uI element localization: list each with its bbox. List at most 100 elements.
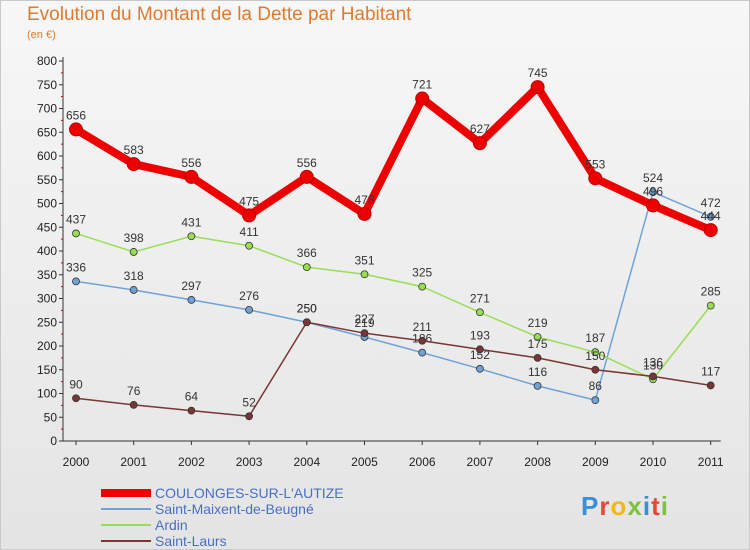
data-point	[530, 80, 545, 95]
data-point	[302, 318, 311, 327]
y-tick-label: 150	[37, 363, 57, 377]
x-tick-label: 2002	[178, 455, 205, 469]
y-tick-label: 450	[37, 220, 57, 234]
proxiti-logo: Proxiti	[581, 491, 669, 522]
data-label: 90	[69, 377, 83, 391]
data-point	[475, 345, 484, 354]
data-label: 219	[528, 316, 548, 330]
y-tick-label: 400	[37, 244, 57, 258]
data-point	[703, 223, 718, 238]
data-point	[475, 308, 484, 317]
y-tick-label: 700	[37, 102, 57, 116]
data-label: 136	[643, 355, 663, 369]
data-label: 411	[240, 225, 259, 239]
data-label: 227	[354, 312, 374, 326]
y-tick-label: 550	[37, 173, 57, 187]
y-tick-label: 750	[37, 78, 57, 92]
x-tick-label: 2006	[409, 455, 436, 469]
data-label: 336	[66, 260, 86, 274]
series-line	[75, 232, 712, 380]
legend-label: COULONGES-SUR-L'AUTIZE	[155, 485, 344, 501]
data-point	[591, 365, 600, 374]
series-line	[75, 191, 712, 401]
data-point	[649, 372, 657, 381]
data-point	[360, 329, 369, 338]
data-label: 276	[239, 289, 259, 303]
data-point	[360, 270, 369, 279]
data-label: 64	[185, 390, 199, 404]
legend-swatch	[101, 524, 151, 526]
x-tick-label: 2000	[63, 455, 90, 469]
data-point	[245, 241, 254, 250]
data-label: 86	[589, 379, 603, 393]
data-label: 351	[354, 253, 374, 267]
data-point	[357, 206, 372, 221]
data-label: 152	[470, 348, 490, 362]
logo-letter: r	[599, 491, 611, 521]
data-label: 553	[585, 157, 605, 171]
data-label: 285	[701, 285, 721, 299]
data-label: 475	[239, 194, 259, 208]
data-label: 656	[66, 108, 86, 122]
data-point	[706, 301, 715, 310]
data-label: 745	[528, 66, 548, 80]
x-tick-label: 2007	[467, 455, 494, 469]
data-label: 496	[643, 184, 663, 198]
data-point	[187, 406, 196, 415]
data-point	[72, 277, 80, 286]
data-label: 325	[412, 266, 432, 280]
data-label: 271	[470, 291, 490, 305]
logo-letter: o	[610, 491, 628, 521]
legend-label: Saint-Maixent-de-Beugné	[155, 501, 314, 517]
data-point	[472, 136, 487, 151]
data-label: 250	[297, 301, 317, 315]
data-label: 150	[585, 349, 605, 363]
data-point	[184, 169, 199, 184]
data-label: 193	[470, 328, 490, 342]
data-point	[129, 286, 138, 294]
data-point	[591, 348, 600, 357]
data-label: 250	[297, 301, 317, 315]
data-label: 76	[127, 384, 141, 398]
data-point	[649, 188, 657, 197]
data-label: 219	[354, 316, 374, 330]
y-tick-label: 50	[44, 410, 58, 424]
data-label: 175	[528, 337, 548, 351]
data-label: 130	[643, 358, 663, 372]
data-point	[242, 208, 257, 223]
x-tick-label: 2004	[293, 455, 320, 469]
logo-letter: P	[581, 491, 600, 521]
data-point	[533, 381, 542, 390]
data-label: 556	[297, 156, 317, 170]
data-label: 524	[643, 171, 663, 185]
y-tick-label: 300	[37, 292, 57, 306]
legend-swatch	[101, 540, 151, 542]
data-label: 437	[66, 212, 86, 226]
data-point	[646, 198, 660, 213]
data-point	[72, 229, 80, 238]
data-label: 52	[242, 395, 256, 409]
x-tick-label: 2009	[582, 455, 609, 469]
data-label: 211	[413, 320, 432, 334]
y-tick-label: 100	[37, 387, 57, 401]
y-tick-label: 600	[37, 149, 57, 163]
data-label: 472	[701, 196, 721, 210]
logo-letter: i	[642, 491, 652, 521]
data-label: 556	[181, 156, 201, 170]
legend-label: Ardin	[155, 517, 188, 533]
data-label: 187	[585, 331, 605, 345]
data-label: 444	[701, 209, 721, 223]
data-point	[245, 305, 254, 314]
data-point	[418, 348, 427, 357]
logo-letter: x	[627, 491, 643, 521]
data-label: 478	[354, 193, 374, 207]
data-point	[126, 157, 141, 172]
logo-letter: t	[651, 491, 661, 521]
data-label: 431	[181, 215, 201, 229]
x-tick-label: 2003	[236, 455, 263, 469]
y-tick-label: 650	[37, 125, 57, 139]
series-line	[75, 321, 712, 418]
legend-swatch	[101, 489, 151, 497]
